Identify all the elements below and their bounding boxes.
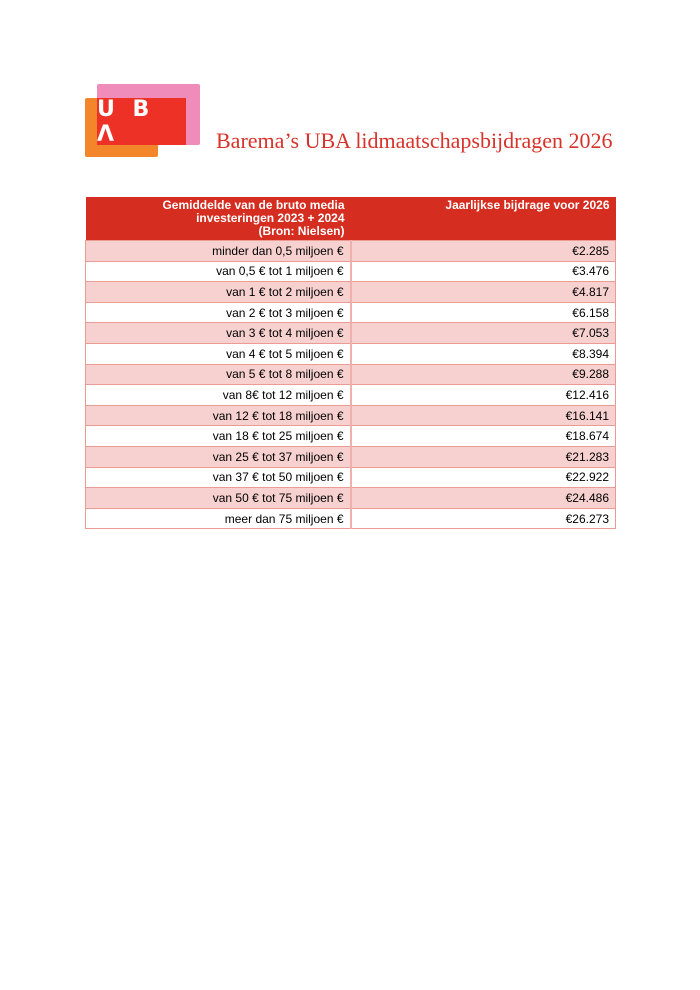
investment-range-cell: van 5 € tot 8 miljoen € bbox=[85, 363, 352, 386]
uba-logo: U B Λ bbox=[85, 84, 201, 158]
header-investment: Gemiddelde van de bruto media investering… bbox=[85, 197, 351, 241]
table-row: minder dan 0,5 miljoen € €2.285 bbox=[85, 240, 616, 262]
investment-range-cell: van 8€ tot 12 miljoen € bbox=[85, 384, 352, 406]
investment-range-cell: van 12 € tot 18 miljoen € bbox=[85, 404, 352, 427]
logo-red-block bbox=[97, 98, 186, 145]
investment-range-cell: minder dan 0,5 miljoen € bbox=[85, 240, 352, 262]
header-contribution: Jaarlijkse bijdrage voor 2026 bbox=[350, 197, 616, 241]
contribution-cell: €9.288 bbox=[350, 363, 616, 386]
investment-range-cell: van 18 € tot 25 miljoen € bbox=[85, 425, 352, 447]
contribution-cell: €7.053 bbox=[350, 322, 616, 344]
investment-range-cell: van 0,5 € tot 1 miljoen € bbox=[85, 260, 352, 283]
investment-range-cell: van 3 € tot 4 miljoen € bbox=[85, 322, 352, 344]
table-row: van 3 € tot 4 miljoen € €7.053 bbox=[85, 322, 616, 344]
table-row: van 0,5 € tot 1 miljoen € €3.476 bbox=[85, 260, 616, 283]
investment-range-cell: van 37 € tot 50 miljoen € bbox=[85, 466, 352, 489]
fee-table: Gemiddelde van de bruto media investering… bbox=[85, 197, 616, 530]
header-line: Gemiddelde van de bruto media bbox=[162, 198, 345, 212]
investment-range-cell: van 4 € tot 5 miljoen € bbox=[85, 342, 352, 365]
contribution-cell: €18.674 bbox=[350, 425, 616, 447]
table-row: van 1 € tot 2 miljoen € €4.817 bbox=[85, 281, 616, 303]
contribution-cell: €4.817 bbox=[350, 281, 616, 303]
contribution-cell: €6.158 bbox=[350, 301, 616, 324]
investment-range-cell: meer dan 75 miljoen € bbox=[85, 507, 352, 530]
contribution-cell: €22.922 bbox=[350, 466, 616, 489]
table-row: van 12 € tot 18 miljoen € €16.141 bbox=[85, 404, 616, 427]
header-line: investeringen 2023 + 2024 bbox=[196, 211, 345, 225]
contribution-cell: €3.476 bbox=[350, 260, 616, 283]
contribution-cell: €24.486 bbox=[350, 487, 616, 509]
contribution-cell: €16.141 bbox=[350, 404, 616, 427]
table-row: van 4 € tot 5 miljoen € €8.394 bbox=[85, 342, 616, 365]
logo-text: U B Λ bbox=[97, 96, 155, 147]
table-row: van 37 € tot 50 miljoen € €22.922 bbox=[85, 466, 616, 489]
table-row: van 5 € tot 8 miljoen € €9.288 bbox=[85, 363, 616, 386]
table-row: van 8€ tot 12 miljoen € €12.416 bbox=[85, 384, 616, 406]
investment-range-cell: van 2 € tot 3 miljoen € bbox=[85, 301, 352, 324]
table-row: van 18 € tot 25 miljoen € €18.674 bbox=[85, 425, 616, 447]
investment-range-cell: van 50 € tot 75 miljoen € bbox=[85, 487, 352, 509]
header-line: (Bron: Nielsen) bbox=[258, 224, 345, 238]
page-title: Barema’s UBA lidmaatschapsbijdragen 2026 bbox=[216, 128, 613, 153]
table-row: van 25 € tot 37 miljoen € €21.283 bbox=[85, 445, 616, 468]
table-row: van 2 € tot 3 miljoen € €6.158 bbox=[85, 301, 616, 324]
contribution-cell: €8.394 bbox=[350, 342, 616, 365]
contribution-cell: €21.283 bbox=[350, 445, 616, 468]
investment-range-cell: van 1 € tot 2 miljoen € bbox=[85, 281, 352, 303]
contribution-cell: €2.285 bbox=[350, 240, 616, 262]
contribution-cell: €12.416 bbox=[350, 384, 616, 406]
table-row: meer dan 75 miljoen € €26.273 bbox=[85, 507, 616, 530]
table-header-row: Gemiddelde van de bruto media investering… bbox=[85, 197, 616, 241]
investment-range-cell: van 25 € tot 37 miljoen € bbox=[85, 445, 352, 468]
contribution-cell: €26.273 bbox=[350, 507, 616, 530]
table-row: van 50 € tot 75 miljoen € €24.486 bbox=[85, 487, 616, 509]
